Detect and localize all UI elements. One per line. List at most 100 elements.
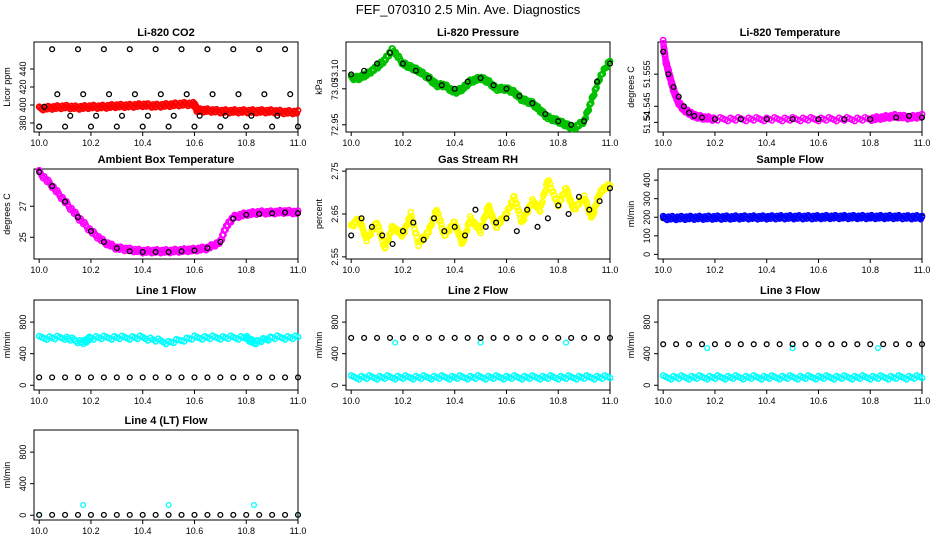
x-tick-label: 10.8 — [549, 138, 567, 148]
data-point — [139, 123, 146, 130]
data-point — [144, 112, 151, 119]
data-point — [113, 123, 120, 130]
data-point — [488, 211, 496, 219]
data-point — [100, 46, 107, 53]
data-point — [62, 511, 69, 518]
x-tick-label: 10.8 — [861, 265, 879, 275]
x-tick-label: 10.4 — [446, 265, 464, 275]
data-point — [660, 341, 667, 348]
data-point — [204, 46, 211, 53]
x-tick-label: 11.0 — [602, 138, 619, 148]
data-point — [437, 217, 444, 225]
data-point — [594, 334, 601, 341]
data-point — [191, 511, 198, 518]
data-point — [294, 333, 302, 341]
x-tick-label: 10.4 — [134, 396, 152, 406]
x-tick-label: 10.0 — [342, 265, 360, 275]
plot-frame — [345, 41, 611, 133]
panel-line2: Line 2 Flow ml/min 10.0 10.2 10.4 10.6 10.8 11.… — [314, 285, 618, 406]
data-point — [100, 511, 107, 518]
x-tick-label: 10.0 — [30, 396, 48, 406]
data-point — [375, 226, 383, 234]
data-point — [113, 374, 120, 381]
data-point — [485, 202, 493, 210]
x-tick-label: 10.0 — [342, 396, 360, 406]
y-tick-label: 400 — [642, 346, 652, 361]
data-point — [399, 334, 406, 341]
data-point — [568, 121, 575, 128]
data-point — [191, 123, 198, 130]
data-point — [41, 103, 48, 110]
series-blue — [659, 211, 926, 224]
panel-co2: Li-820 CO2 Licor ppm 10.0 10.2 10.4 10.6 10.8 1… — [2, 27, 306, 148]
data-point — [256, 511, 263, 518]
data-point — [410, 221, 418, 229]
data-point — [516, 92, 523, 100]
data-point — [217, 238, 224, 245]
y-tick-label: 0 — [18, 383, 28, 388]
data-point — [659, 36, 667, 44]
x-tick-label: 10.4 — [758, 396, 776, 406]
data-point — [555, 334, 562, 341]
data-point — [513, 199, 520, 207]
data-point — [217, 123, 224, 130]
data-point — [918, 212, 926, 220]
data-point — [918, 110, 926, 118]
y-tick-label: 0 — [642, 383, 652, 388]
data-point — [575, 193, 582, 200]
data-point — [763, 116, 770, 123]
y-tick-label: 2.55 — [330, 248, 340, 266]
data-point — [374, 60, 381, 67]
data-point — [399, 228, 406, 235]
data-point — [368, 223, 375, 230]
data-point — [62, 198, 69, 205]
data-point — [686, 341, 693, 348]
data-point — [183, 91, 190, 98]
data-point — [568, 334, 575, 341]
data-point — [74, 511, 82, 518]
y-tick-label: 800 — [18, 315, 28, 330]
data-point — [373, 219, 381, 227]
panel-pressure: Li-820 Pressure kPa 10.0 10.2 10.4 10.6 10.8 11… — [314, 27, 618, 148]
series-black — [36, 169, 302, 256]
data-point — [126, 248, 133, 255]
y-axis-label: percent — [314, 198, 324, 229]
plot-frame — [33, 299, 299, 391]
data-point — [87, 123, 94, 130]
data-point — [204, 374, 211, 381]
data-point — [93, 112, 100, 119]
data-point — [379, 232, 386, 239]
series-black — [36, 46, 302, 130]
x-tick-label: 10.8 — [861, 396, 879, 406]
x-tick-label: 10.0 — [30, 138, 48, 148]
series-black — [660, 48, 926, 123]
data-point — [606, 374, 614, 382]
y-tick-label: 0 — [18, 513, 28, 518]
data-point — [243, 511, 250, 518]
panel-title: Line 3 Flow — [760, 285, 820, 297]
data-point — [606, 57, 614, 65]
data-point — [737, 341, 744, 348]
data-point — [529, 100, 536, 107]
data-point — [451, 223, 458, 230]
data-point — [408, 212, 415, 220]
x-tick-label: 10.6 — [186, 265, 204, 275]
data-point — [165, 511, 172, 518]
x-tick-label: 10.8 — [237, 138, 255, 148]
y-tick-label: 2.75 — [330, 162, 340, 180]
data-point — [407, 208, 415, 216]
data-point — [549, 187, 557, 195]
x-tick-label: 10.2 — [706, 138, 724, 148]
data-point — [204, 511, 211, 518]
panel-rh: Gas Stream RH percent 10.0 10.2 10.4 10.6 10.8… — [314, 154, 618, 275]
x-tick-label: 10.0 — [30, 526, 48, 536]
data-point — [178, 511, 185, 518]
data-point — [503, 85, 510, 92]
data-point — [539, 198, 546, 206]
data-point — [763, 341, 770, 348]
data-point — [906, 341, 913, 348]
data-point — [686, 109, 693, 116]
y-axis-label: ml/min — [626, 201, 636, 228]
data-point — [374, 334, 381, 341]
data-point — [361, 334, 368, 341]
